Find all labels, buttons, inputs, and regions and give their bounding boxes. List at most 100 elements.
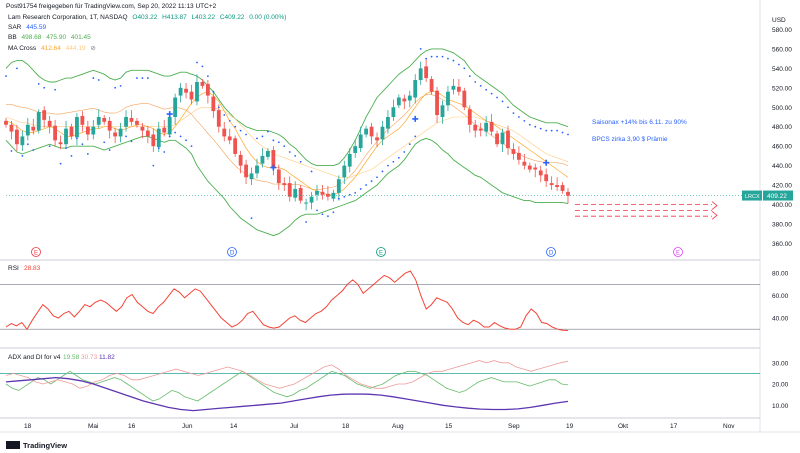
earnings-event-marker[interactable] <box>673 247 683 257</box>
candle-body[interactable] <box>36 112 41 131</box>
candle-body[interactable] <box>135 120 139 125</box>
candle-body[interactable] <box>173 97 178 117</box>
candle-body[interactable] <box>102 117 107 122</box>
candle-body[interactable] <box>53 125 58 141</box>
candle-body[interactable] <box>336 179 341 193</box>
candle-body[interactable] <box>440 105 445 117</box>
candle-body[interactable] <box>249 173 254 180</box>
candle-body[interactable] <box>511 149 516 154</box>
candle-body[interactable] <box>484 122 489 132</box>
candle-body[interactable] <box>478 128 483 131</box>
candle-body[interactable] <box>107 120 112 131</box>
candle-body[interactable] <box>451 85 456 90</box>
candle-body[interactable] <box>260 155 265 164</box>
candle-body[interactable] <box>205 83 210 96</box>
candle-body[interactable] <box>195 81 199 102</box>
candle-body[interactable] <box>293 188 298 198</box>
candle-body[interactable] <box>222 128 227 137</box>
candle-body[interactable] <box>364 128 369 135</box>
candle-body[interactable] <box>522 161 527 166</box>
candle-body[interactable] <box>211 96 216 112</box>
candle-body[interactable] <box>69 126 74 137</box>
bb-legend[interactable]: BB 498.68 475.90 401.45 <box>8 34 94 41</box>
candle-body[interactable] <box>456 86 461 92</box>
candle-body[interactable] <box>358 134 363 149</box>
candle-body[interactable] <box>58 142 63 145</box>
candle-body[interactable] <box>255 165 259 174</box>
candle-body[interactable] <box>353 146 358 153</box>
candle-body[interactable] <box>304 202 309 204</box>
earnings-event-marker[interactable] <box>376 247 386 257</box>
candle-body[interactable] <box>238 154 243 166</box>
candle-body[interactable] <box>124 116 128 127</box>
candle-body[interactable] <box>227 136 232 141</box>
candle-body[interactable] <box>386 116 390 129</box>
candle-body[interactable] <box>75 116 79 138</box>
candle-body[interactable] <box>96 116 101 125</box>
candle-body[interactable] <box>4 120 8 125</box>
earnings-event-marker[interactable] <box>31 247 41 257</box>
candle-body[interactable] <box>380 126 385 140</box>
candle-body[interactable] <box>118 128 123 137</box>
candle-body[interactable] <box>413 80 418 98</box>
candle-body[interactable] <box>342 165 347 178</box>
candle-body[interactable] <box>282 183 287 186</box>
candle-body[interactable] <box>233 138 238 154</box>
candle-body[interactable] <box>320 191 325 195</box>
candle-body[interactable] <box>42 110 47 120</box>
candle-body[interactable] <box>189 91 194 100</box>
candle-body[interactable] <box>544 174 549 182</box>
candle-body[interactable] <box>424 66 429 79</box>
candle-body[interactable] <box>369 126 374 137</box>
candle-body[interactable] <box>309 196 314 203</box>
candle-body[interactable] <box>287 183 292 197</box>
candle-body[interactable] <box>156 128 161 148</box>
candle-body[interactable] <box>566 191 570 196</box>
dividend-event-marker[interactable] <box>227 247 237 257</box>
candle-body[interactable] <box>20 136 25 146</box>
candle-body[interactable] <box>555 185 559 188</box>
candle-body[interactable] <box>489 121 494 132</box>
candle-body[interactable] <box>347 153 352 167</box>
candle-body[interactable] <box>462 90 467 108</box>
dividend-event-marker[interactable] <box>546 247 556 257</box>
candle-body[interactable] <box>162 127 167 133</box>
candle-body[interactable] <box>429 79 434 92</box>
candle-body[interactable] <box>80 116 85 125</box>
candle-body[interactable] <box>549 183 554 186</box>
candle-body[interactable] <box>435 90 439 116</box>
candle-body[interactable] <box>140 126 145 131</box>
candle-body[interactable] <box>184 88 188 93</box>
candle-body[interactable] <box>500 132 505 145</box>
candle-body[interactable] <box>47 120 52 127</box>
candle-body[interactable] <box>276 169 281 184</box>
candle-body[interactable] <box>15 129 19 145</box>
ma-legend[interactable]: MA Cross 412.64 444.19 ⊘ <box>8 44 99 52</box>
candle-body[interactable] <box>538 170 543 176</box>
candle-body[interactable] <box>506 130 510 149</box>
candle-body[interactable] <box>391 107 396 117</box>
candle-body[interactable] <box>467 109 472 125</box>
candle-body[interactable] <box>533 167 538 170</box>
candle-body[interactable] <box>396 97 401 106</box>
candle-body[interactable] <box>516 152 521 160</box>
tradingview-logo[interactable]: TradingView <box>6 441 67 450</box>
candle-body[interactable] <box>298 187 303 201</box>
candle-body[interactable] <box>31 126 36 131</box>
candle-body[interactable] <box>85 126 90 135</box>
candle-body[interactable] <box>151 134 156 147</box>
candle-body[interactable] <box>178 87 183 96</box>
symbol-legend[interactable]: Lam Research Corporation, 1T, NASDAQ O40… <box>8 14 289 21</box>
sar-legend[interactable]: SAR 445.59 <box>8 24 49 31</box>
hide-icon[interactable]: ⊘ <box>90 45 96 52</box>
candle-body[interactable] <box>375 137 379 141</box>
candle-body[interactable] <box>315 190 319 195</box>
candle-body[interactable] <box>527 165 532 170</box>
candle-body[interactable] <box>271 150 276 168</box>
candle-body[interactable] <box>25 124 30 136</box>
symbol-name[interactable]: Lam Research Corporation, 1T, NASDAQ <box>8 14 128 21</box>
candle-body[interactable] <box>91 126 96 135</box>
candle-body[interactable] <box>446 91 450 106</box>
candle-body[interactable] <box>560 185 565 191</box>
